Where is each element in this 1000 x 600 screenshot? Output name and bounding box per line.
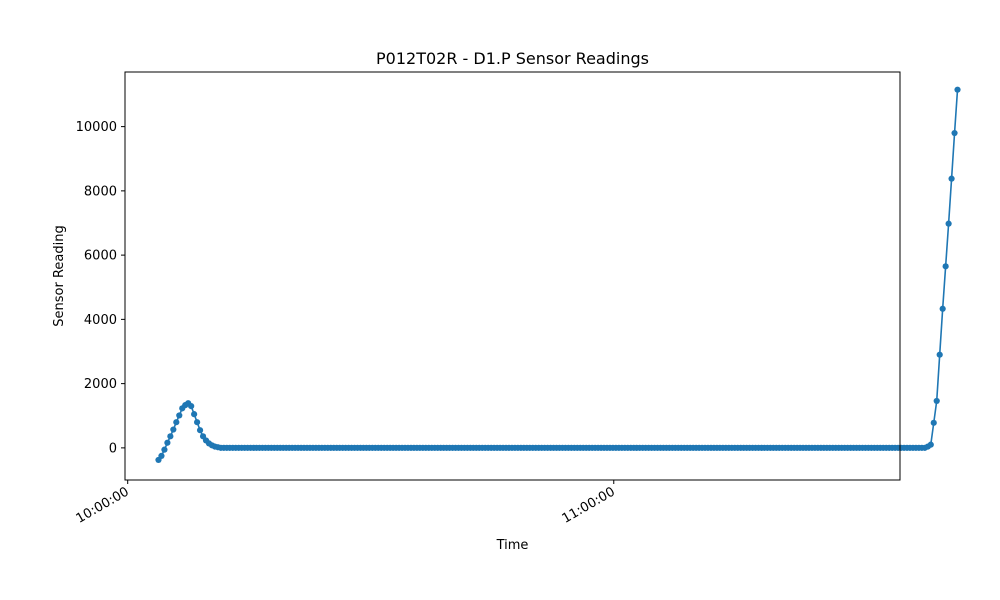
y-tick-label: 0: [109, 441, 117, 456]
data-point: [942, 263, 949, 270]
data-point: [948, 175, 955, 182]
y-tick-label: 10000: [76, 120, 117, 135]
y-axis-label: Sensor Reading: [52, 225, 67, 326]
data-point: [196, 427, 204, 434]
data-point: [927, 441, 934, 448]
data-point: [176, 412, 183, 419]
data-point: [939, 305, 946, 312]
data-point: [933, 397, 940, 405]
chart-title: P012T02R - D1.P Sensor Readings: [376, 49, 649, 68]
data-point: [161, 446, 168, 453]
data-point: [167, 433, 174, 440]
data-point: [191, 411, 198, 418]
plot-frame: [124, 71, 901, 481]
y-tick-label: 8000: [84, 184, 117, 199]
data-point: [164, 439, 171, 446]
data-point: [194, 419, 201, 426]
data-point: [930, 419, 937, 426]
data-point: [170, 426, 177, 433]
data-point: [188, 403, 195, 410]
y-axis: 0 2000 4000 6000 8000 10000: [76, 120, 125, 456]
data-point: [158, 452, 165, 460]
y-tick-label: 2000: [84, 377, 117, 392]
data-point: [954, 86, 961, 93]
y-tick-label: 4000: [84, 313, 117, 328]
data-point: [936, 351, 943, 358]
y-tick-label: 6000: [84, 249, 117, 264]
data-point: [951, 129, 958, 137]
data-point: [173, 419, 180, 426]
data-point: [945, 220, 952, 227]
x-axis-label: Time: [496, 538, 529, 553]
